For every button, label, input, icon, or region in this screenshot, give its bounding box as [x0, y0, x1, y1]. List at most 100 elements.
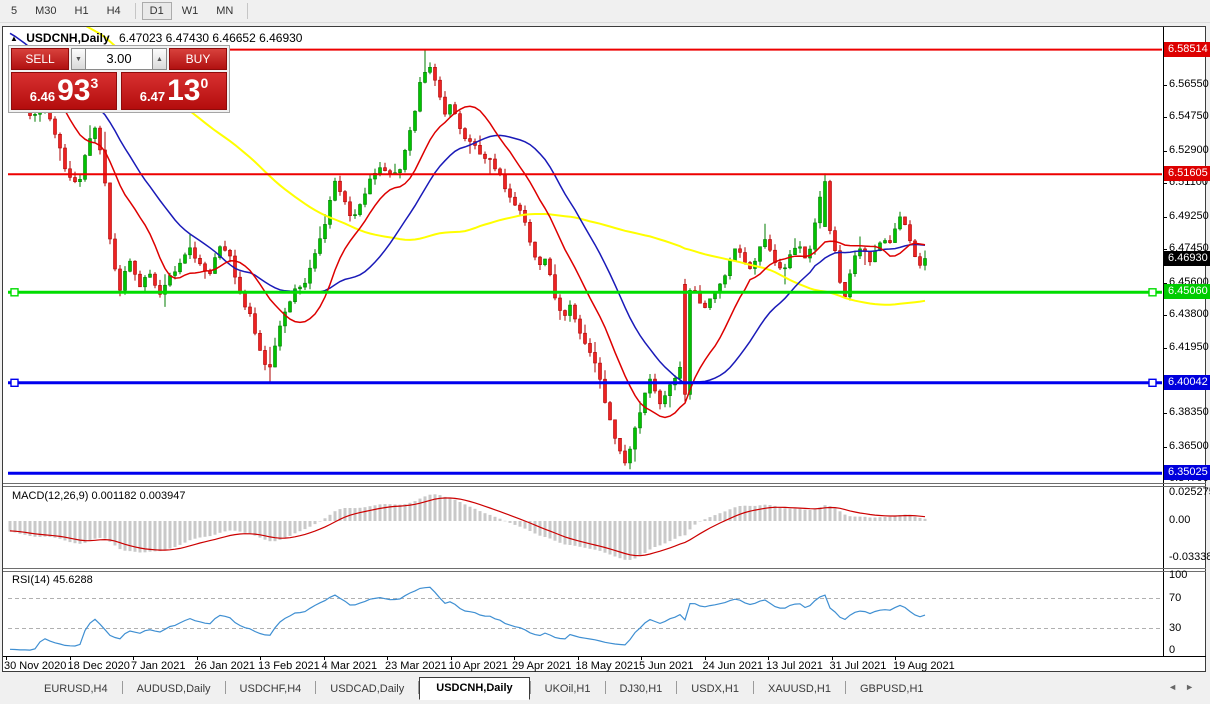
tab-scroll-right-icon[interactable]: ► — [1185, 682, 1202, 692]
timeframe-button-m30[interactable]: M30 — [27, 2, 64, 20]
date-tick-label: 13 Feb 2021 — [258, 660, 320, 672]
pane-separator[interactable] — [3, 483, 1206, 484]
volume-increase-button[interactable]: ▲ — [152, 48, 167, 70]
price-tick-mark — [1163, 216, 1167, 218]
macd-tick-label: 0.00 — [1169, 514, 1191, 526]
chart-tab-audusd-daily[interactable]: AUDUSD,Daily — [136, 683, 211, 695]
tab-separator — [844, 681, 846, 694]
volume-decrease-button[interactable]: ▼ — [71, 48, 86, 70]
price-tick-label: 6.43800 — [1169, 308, 1209, 320]
timeframe-button-5[interactable]: 5 — [3, 2, 25, 20]
date-tick-label: 19 Aug 2021 — [893, 660, 955, 672]
triangle-up-icon: ▲ — [156, 55, 163, 63]
date-tick-label: 30 Nov 2020 — [4, 660, 67, 672]
tab-scroll-arrows[interactable]: ◄► — [1168, 682, 1202, 692]
date-tick-mark — [831, 656, 833, 660]
macd-indicator-pane[interactable] — [8, 487, 1163, 568]
chart-tab-usdx-h1[interactable]: USDX,H1 — [691, 683, 739, 695]
main-price-chart[interactable] — [8, 0, 1163, 483]
rsi-tick-label: 0 — [1169, 644, 1176, 656]
date-tick-mark — [6, 656, 7, 660]
price-tick-mark — [1163, 249, 1167, 251]
chart-tab-xauusd-h1[interactable]: XAUUSD,H1 — [767, 683, 831, 695]
volume-stepper: ▼ 3.00 ▲ — [71, 48, 167, 70]
date-tick-mark — [196, 656, 198, 660]
macd-tick-label: -0.033388 — [1169, 550, 1210, 563]
tab-separator — [604, 681, 606, 694]
price-badge: 6.40042 — [1164, 374, 1210, 390]
date-tick-label: 7 Jan 2021 — [131, 660, 186, 672]
sell-price-box[interactable]: 6.46 93 3 — [11, 72, 117, 110]
volume-field[interactable]: 3.00 — [86, 48, 152, 70]
collapse-panel-icon[interactable]: ▲ — [10, 34, 18, 43]
price-tick-label: 6.36500 — [1169, 439, 1209, 452]
price-tick-mark — [1163, 282, 1167, 284]
buy-button[interactable]: BUY — [169, 48, 227, 70]
chart-symbol: USDCNH,Daily — [26, 31, 110, 45]
tab-separator — [121, 681, 123, 694]
price-badge: 6.46930 — [1164, 250, 1210, 266]
price-badge: 6.58514 — [1164, 41, 1210, 57]
tab-scroll-left-icon[interactable]: ◄ — [1168, 682, 1186, 692]
timeframe-button-mn[interactable]: MN — [208, 2, 241, 20]
chart-tab-usdcnh-daily[interactable]: USDCNH,Daily — [419, 677, 530, 700]
tab-separator — [676, 681, 678, 694]
timeframe-button-h4[interactable]: H4 — [99, 2, 129, 20]
tab-separator — [418, 681, 420, 694]
date-tick-mark — [69, 656, 71, 660]
price-tick-mark — [1163, 348, 1167, 350]
rsi-tick-label: 70 — [1169, 591, 1182, 604]
rsi-indicator-pane[interactable] — [8, 571, 1163, 655]
toolbar-separator — [134, 3, 136, 19]
pane-separator[interactable] — [3, 571, 1206, 572]
date-tick-mark — [514, 656, 515, 660]
sell-button[interactable]: SELL — [11, 48, 69, 70]
macd-label: MACD(12,26,9) 0.001182 0.003947 — [12, 490, 186, 502]
chart-tab-dj30-h1[interactable]: DJ30,H1 — [619, 683, 663, 695]
date-tick-mark — [768, 656, 769, 660]
price-tick-mark — [1163, 413, 1167, 415]
time-axis-line — [3, 656, 1206, 657]
date-tick-label: 18 May 2021 — [575, 660, 640, 672]
date-tick-mark — [641, 656, 642, 660]
rsi-tick-label: 100 — [1169, 569, 1188, 581]
triangle-down-icon: ▼ — [75, 55, 82, 63]
date-tick-label: 5 Jun 2021 — [639, 660, 694, 672]
date-tick-label: 23 Mar 2021 — [385, 660, 447, 672]
timeframe-button-d1[interactable]: D1 — [141, 2, 172, 20]
chart-tab-gbpusd-h1[interactable]: GBPUSD,H1 — [859, 683, 924, 695]
chart-title: ▲ USDCNH,Daily 6.47023 6.47430 6.46652 6… — [10, 31, 302, 45]
date-tick-label: 13 Jul 2021 — [766, 660, 823, 672]
price-tick-label: 6.38350 — [1169, 406, 1209, 419]
chart-tab-ukoil-h1[interactable]: UKOil,H1 — [544, 683, 591, 695]
date-tick-label: 31 Jul 2021 — [829, 660, 887, 672]
date-tick-mark — [260, 656, 261, 660]
date-tick-mark — [323, 656, 325, 660]
tab-separator — [529, 681, 531, 694]
price-tick-mark — [1163, 117, 1167, 119]
date-tick-label: 24 Jun 2021 — [702, 660, 764, 672]
chart-tab-usdcad-daily[interactable]: USDCAD,Daily — [330, 683, 405, 695]
date-tick-mark — [577, 656, 579, 660]
price-tick-label: 6.56550 — [1169, 78, 1209, 90]
macd-tick-label: 0.025275 — [1169, 485, 1210, 498]
pane-separator[interactable] — [3, 568, 1206, 569]
price-badge: 6.45060 — [1164, 284, 1210, 300]
date-tick-label: 4 Mar 2021 — [321, 660, 378, 672]
chart-tab-usdchf-h4[interactable]: USDCHF,H4 — [239, 683, 302, 695]
chart-ohlc-values: 6.47023 6.47430 6.46652 6.46930 — [118, 31, 303, 45]
chart-tab-eurusd-h4[interactable]: EURUSD,H4 — [44, 683, 108, 695]
timeframe-toolbar: 5 M30 H1 H4 D1 W1 MN — [0, 0, 1210, 23]
price-badge: 6.35025 — [1164, 465, 1210, 481]
pane-separator[interactable] — [3, 486, 1206, 487]
price-tick-label: 6.52900 — [1169, 143, 1209, 156]
date-tick-label: 26 Jan 2021 — [194, 660, 256, 672]
price-tick-label: 6.41950 — [1169, 341, 1209, 354]
price-tick-label: 6.54750 — [1169, 110, 1209, 123]
timeframe-button-h1[interactable]: H1 — [67, 2, 97, 20]
toolbar-separator — [247, 3, 249, 19]
buy-price-box[interactable]: 6.47 13 0 — [121, 72, 227, 110]
timeframe-button-w1[interactable]: W1 — [174, 2, 207, 20]
date-tick-label: 18 Dec 2020 — [67, 660, 130, 672]
price-axis-line — [1163, 27, 1164, 656]
